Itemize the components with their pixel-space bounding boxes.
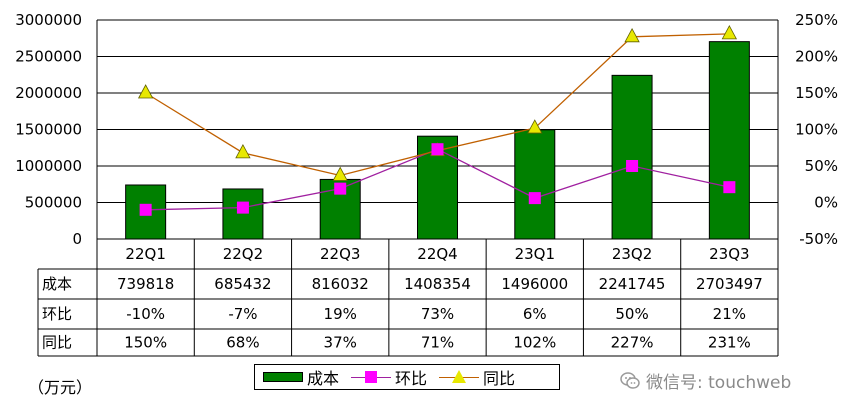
table-cell: 227% <box>611 334 654 352</box>
table-cell: 231% <box>708 334 751 352</box>
point-qoq <box>334 182 347 195</box>
table-cell: 68% <box>226 334 259 352</box>
point-qoq <box>139 203 152 216</box>
table-cell: 102% <box>513 334 556 352</box>
table-cell: 739818 <box>117 275 174 293</box>
point-yoy <box>137 84 154 99</box>
legend-label-yoy: 同比 <box>483 369 516 388</box>
legend-bar-swatch <box>263 372 303 382</box>
x-category-label: 22Q4 <box>417 245 457 263</box>
table-cell: 150% <box>124 334 167 352</box>
y-right-tick-label: 0% <box>814 194 838 212</box>
legend-item-yoy: 同比 <box>439 365 515 389</box>
y-left-tick-label: 500000 <box>25 194 82 212</box>
table-cell: 73% <box>421 305 454 323</box>
table-cell: -10% <box>126 305 165 323</box>
bar-cost <box>125 184 167 240</box>
table-row-label: 同比 <box>42 334 72 352</box>
x-category-label: 22Q2 <box>223 245 263 263</box>
legend: 成本 环比 同比 <box>254 364 560 390</box>
legend-line-qoq-swatch <box>351 370 392 384</box>
legend-line-yoy-swatch <box>439 370 480 384</box>
watermark: 微信号: touchweb <box>620 368 791 393</box>
y-right-tick-label: 50% <box>805 157 838 175</box>
table-cell: 21% <box>713 305 746 323</box>
point-yoy <box>721 25 738 40</box>
table-cell: 71% <box>421 334 454 352</box>
point-qoq <box>431 143 444 156</box>
table-cell: 6% <box>523 305 547 323</box>
watermark-text: 微信号: touchweb <box>646 373 792 393</box>
table-cell: 816032 <box>312 275 369 293</box>
table-row-label: 环比 <box>42 305 72 323</box>
x-category-label: 23Q2 <box>612 245 652 263</box>
point-qoq <box>528 192 541 205</box>
table-cell: 2703497 <box>696 275 763 293</box>
y-right-tick-label: 250% <box>795 11 838 29</box>
legend-label-cost: 成本 <box>307 369 340 388</box>
y-left-tick-label: 1500000 <box>15 121 82 139</box>
y-right-tick-label: 150% <box>795 84 838 102</box>
y-left-tick-label: 0 <box>72 230 82 248</box>
y-left-tick-label: 2500000 <box>15 48 82 66</box>
table-cell: 37% <box>324 334 357 352</box>
table-cell: 1408354 <box>404 275 471 293</box>
point-yoy <box>624 27 640 43</box>
bar-cost <box>708 41 750 240</box>
wechat-icon <box>620 371 640 389</box>
bar-cost <box>611 74 653 240</box>
bar-cost <box>222 188 264 240</box>
table-cell: 1496000 <box>501 275 568 293</box>
unit-label: （万元） <box>28 378 93 397</box>
legend-label-qoq: 环比 <box>395 369 428 388</box>
table-row-label: 成本 <box>42 275 72 293</box>
table-cell: 19% <box>324 305 357 323</box>
y-right-tick-label: 200% <box>795 48 838 66</box>
legend-item-cost: 成本 <box>263 365 339 389</box>
y-left-tick-label: 1000000 <box>15 157 82 175</box>
point-yoy <box>332 166 348 181</box>
point-yoy <box>235 144 251 159</box>
table-cell: -7% <box>228 305 257 323</box>
table-cell: 685432 <box>214 275 271 293</box>
point-yoy <box>527 119 543 134</box>
table-cell: 50% <box>615 305 648 323</box>
y-right-tick-label: -50% <box>799 230 838 248</box>
x-category-label: 22Q3 <box>320 245 360 263</box>
y-left-tick-label: 3000000 <box>15 11 82 29</box>
x-category-label: 22Q1 <box>125 245 165 263</box>
point-qoq <box>626 160 639 172</box>
y-left-tick-label: 2000000 <box>15 84 82 102</box>
point-qoq <box>723 181 736 194</box>
x-category-label: 23Q1 <box>515 245 555 263</box>
table-cell: 2241745 <box>599 275 666 293</box>
legend-item-qoq: 环比 <box>351 365 427 389</box>
bar-cost <box>514 129 556 240</box>
y-right-tick-label: 100% <box>795 121 838 139</box>
x-category-label: 23Q3 <box>709 245 749 263</box>
point-qoq <box>236 201 249 214</box>
